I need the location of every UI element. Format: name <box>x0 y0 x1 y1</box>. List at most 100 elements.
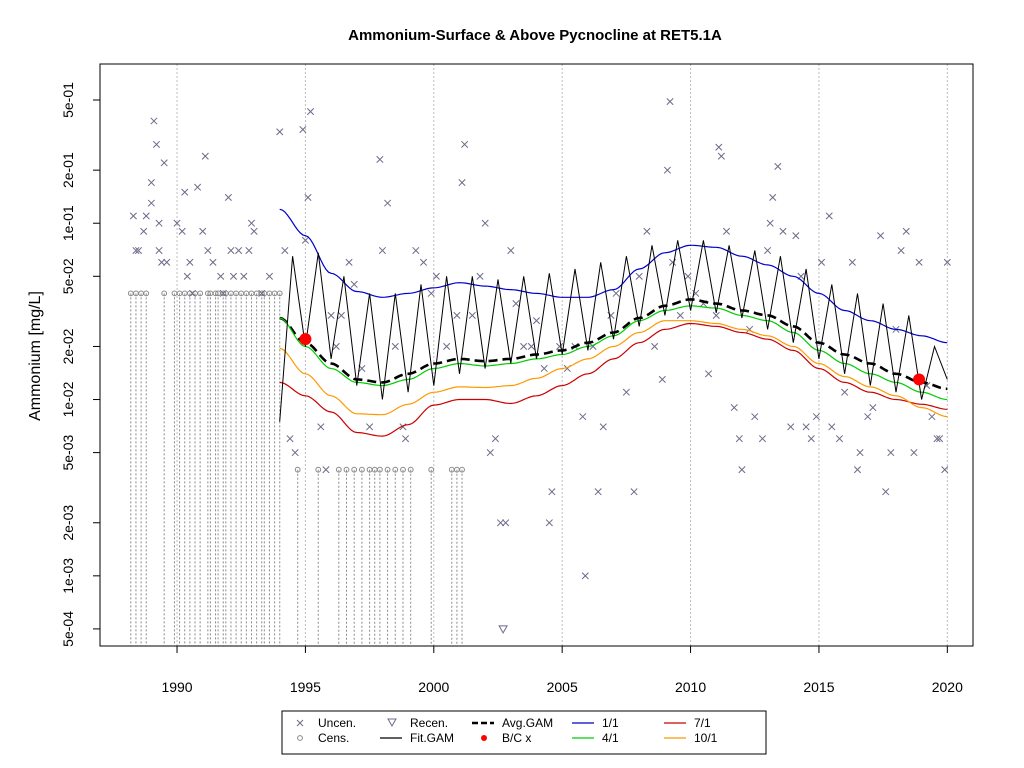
uncensored-point <box>928 413 936 421</box>
censored-point <box>392 466 399 473</box>
uncensored-point <box>841 388 849 396</box>
uncensored-point <box>738 466 746 474</box>
censored-point <box>407 466 414 473</box>
uncensored-point <box>150 117 158 125</box>
uncensored-point <box>766 219 774 227</box>
y-tick-label: 1e-01 <box>60 205 76 241</box>
uncensored-point <box>527 342 535 351</box>
uncensored-point <box>322 466 330 474</box>
series-line-4-1 <box>279 305 948 401</box>
uncensored-point <box>337 311 345 319</box>
censored-point <box>161 290 168 297</box>
uncensored-point <box>291 449 299 457</box>
y-tick-label: 1e-02 <box>60 381 76 417</box>
uncensored-point <box>258 289 266 297</box>
y-axis-label: Ammonium [mg/L] <box>27 291 44 421</box>
uncensored-point <box>427 289 435 297</box>
uncensored-point <box>163 258 171 266</box>
bc-point <box>913 373 926 386</box>
uncensored-point <box>186 258 194 266</box>
censored-point <box>258 290 265 297</box>
uncensored-point <box>758 435 767 443</box>
uncensored-point <box>532 317 541 325</box>
uncensored-point <box>735 435 743 443</box>
uncensored-point <box>704 370 713 378</box>
legend-label-2: Recen. <box>410 716 448 730</box>
uncensored-point <box>943 258 951 266</box>
censored-point <box>459 466 465 473</box>
legend-label-0: Uncen. <box>318 716 356 730</box>
uncensored-point <box>520 342 528 351</box>
y-tick-label: 5e-01 <box>60 82 76 118</box>
uncensored-point <box>142 212 150 220</box>
uncensored-point <box>684 272 692 280</box>
censored-point <box>294 466 301 473</box>
uncensored-point <box>915 258 923 266</box>
legend-label-5: B/C x <box>502 731 531 745</box>
uncensored-point <box>224 193 232 202</box>
censored-point <box>276 290 283 297</box>
uncensored-point <box>453 311 461 319</box>
legend-key-2 <box>387 718 397 728</box>
uncensored-point <box>401 435 410 443</box>
y-tick-label: 2e-01 <box>60 152 76 188</box>
legend-label-4: Avg.GAM <box>502 716 553 730</box>
uncensored-point <box>658 375 666 383</box>
censored-point <box>143 290 150 297</box>
data-points <box>127 97 951 634</box>
uncensored-point <box>140 227 148 235</box>
uncensored-point <box>730 404 738 412</box>
censored-point <box>359 466 365 473</box>
uncensored-point <box>158 258 166 266</box>
censored-point <box>428 466 435 473</box>
uncensored-point <box>204 246 212 255</box>
y-tick-label: 5e-04 <box>60 611 76 647</box>
uncensored-point <box>676 311 684 319</box>
legend-box <box>281 710 767 755</box>
uncensored-point <box>194 183 202 191</box>
y-tick-label: 5e-03 <box>60 434 76 470</box>
censored-point <box>335 466 342 473</box>
uncensored-point <box>378 246 386 255</box>
uncensored-point <box>134 246 143 255</box>
uncensored-point <box>491 435 499 443</box>
uncensored-point <box>848 258 856 266</box>
uncensored-point <box>869 404 877 412</box>
x-tick-label: 1990 <box>161 679 192 695</box>
uncensored-point <box>787 423 795 431</box>
uncensored-point <box>594 488 602 496</box>
uncensored-point <box>807 435 815 443</box>
uncensored-point <box>468 311 476 319</box>
uncensored-point <box>217 272 225 280</box>
uncensored-point <box>286 435 294 443</box>
uncensored-point <box>651 342 659 351</box>
uncensored-point <box>461 140 469 148</box>
x-tick-label: 2020 <box>932 679 963 695</box>
uncensored-point <box>188 289 196 297</box>
uncensored-point <box>247 219 256 227</box>
y-tick-label: 2e-02 <box>60 328 76 364</box>
uncensored-point <box>825 212 833 220</box>
legend-label-7: 4/1 <box>602 731 619 745</box>
uncensored-point <box>181 188 189 196</box>
uncensored-point <box>507 246 515 255</box>
uncensored-point <box>581 572 589 580</box>
uncensored-point <box>235 246 243 255</box>
censored-lines <box>130 293 463 646</box>
uncensored-point <box>712 311 720 319</box>
recensored-point <box>498 625 508 634</box>
uncensored-point <box>299 125 307 134</box>
legend-label-6: 1/1 <box>602 716 619 730</box>
uncensored-point <box>240 272 248 280</box>
chart-title: Ammonium-Surface & Above Pycnocline at R… <box>348 27 722 44</box>
uncensored-point <box>201 152 209 160</box>
uncensored-point <box>812 413 820 421</box>
uncensored-point <box>545 519 553 527</box>
uncensored-point <box>332 342 340 351</box>
uncensored-point <box>419 258 428 266</box>
y-tick-label: 1e-03 <box>60 558 76 594</box>
uncensored-point <box>802 423 810 431</box>
uncensored-point <box>774 162 782 170</box>
uncensored-point <box>887 449 895 457</box>
